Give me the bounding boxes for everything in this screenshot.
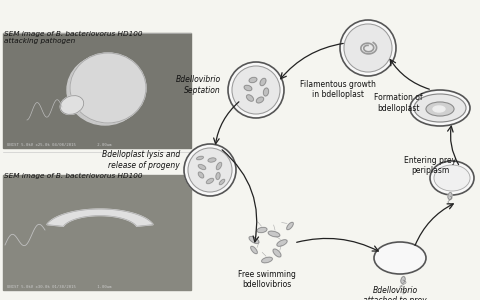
Ellipse shape xyxy=(249,77,257,83)
Ellipse shape xyxy=(198,172,204,178)
Text: Entering prey
periplasm: Entering prey periplasm xyxy=(404,156,456,176)
Ellipse shape xyxy=(232,66,280,114)
Text: Filamentous growth
in bdelloplast: Filamentous growth in bdelloplast xyxy=(300,80,376,99)
Ellipse shape xyxy=(244,85,252,91)
Ellipse shape xyxy=(247,95,253,101)
Text: UNIST 5.0kV x25.0k 04/08/2015         2.00um: UNIST 5.0kV x25.0k 04/08/2015 2.00um xyxy=(7,143,111,147)
Ellipse shape xyxy=(206,178,214,184)
Text: SEM image of B. bacteriovorus HD100
attacking pathogen: SEM image of B. bacteriovorus HD100 atta… xyxy=(4,31,143,44)
Ellipse shape xyxy=(433,106,445,112)
Text: SEM image of B. bacteriovorus HD100: SEM image of B. bacteriovorus HD100 xyxy=(4,173,143,179)
Ellipse shape xyxy=(268,231,280,237)
Ellipse shape xyxy=(216,162,222,169)
Ellipse shape xyxy=(401,277,405,284)
Text: Formation of
bdelloplast: Formation of bdelloplast xyxy=(374,93,422,113)
Ellipse shape xyxy=(430,161,474,195)
Bar xyxy=(3,33,191,148)
Ellipse shape xyxy=(208,158,216,162)
Ellipse shape xyxy=(219,179,225,185)
Ellipse shape xyxy=(251,246,257,254)
Bar xyxy=(3,175,191,290)
Ellipse shape xyxy=(256,97,264,103)
Ellipse shape xyxy=(198,164,206,169)
Ellipse shape xyxy=(426,102,454,116)
Ellipse shape xyxy=(262,257,272,263)
Ellipse shape xyxy=(273,249,281,257)
Ellipse shape xyxy=(188,148,232,192)
Ellipse shape xyxy=(184,144,236,196)
Ellipse shape xyxy=(260,78,266,86)
Ellipse shape xyxy=(264,88,268,96)
Text: Bdelloplast lysis and
release of progeny: Bdelloplast lysis and release of progeny xyxy=(102,150,180,170)
Ellipse shape xyxy=(216,172,220,179)
Ellipse shape xyxy=(249,236,259,244)
Text: Free swimming
bdellovibrios: Free swimming bdellovibrios xyxy=(238,270,296,290)
Ellipse shape xyxy=(287,222,293,230)
Ellipse shape xyxy=(277,240,287,246)
Text: UNIST 5.0kV x30.0k 01/30/2015         1.00um: UNIST 5.0kV x30.0k 01/30/2015 1.00um xyxy=(7,285,111,289)
Ellipse shape xyxy=(344,24,392,72)
Text: Bdellovibrio
Septation: Bdellovibrio Septation xyxy=(176,75,221,95)
Ellipse shape xyxy=(70,53,146,123)
Ellipse shape xyxy=(374,242,426,274)
Ellipse shape xyxy=(67,55,143,125)
Ellipse shape xyxy=(410,90,470,126)
Text: Bdellovibrio
attached to prey: Bdellovibrio attached to prey xyxy=(363,286,427,300)
Ellipse shape xyxy=(257,227,267,232)
Ellipse shape xyxy=(434,165,470,191)
Ellipse shape xyxy=(60,96,84,114)
Ellipse shape xyxy=(448,193,452,200)
Ellipse shape xyxy=(340,20,396,76)
Ellipse shape xyxy=(228,62,284,118)
Polygon shape xyxy=(47,209,153,226)
Ellipse shape xyxy=(414,94,466,122)
Ellipse shape xyxy=(197,156,204,160)
